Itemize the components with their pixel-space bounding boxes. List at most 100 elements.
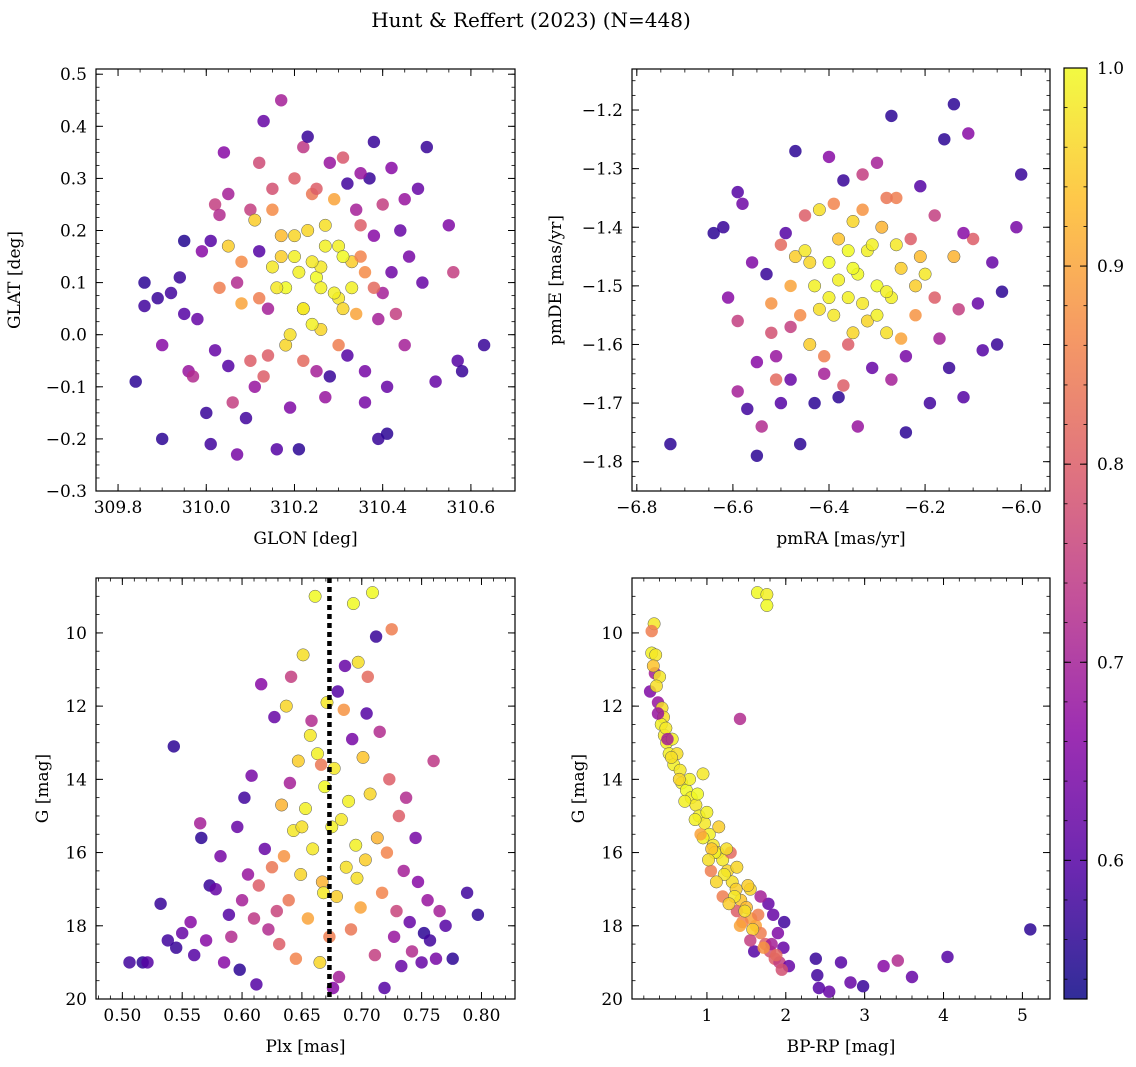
data-point: [315, 875, 329, 889]
data-point: [294, 868, 308, 881]
data-point: [779, 226, 792, 240]
data-point: [856, 296, 870, 310]
data-point: [664, 437, 677, 451]
data-point: [336, 250, 350, 264]
data-point: [295, 820, 309, 834]
data-point: [380, 846, 394, 859]
data-point: [221, 239, 235, 253]
data-point: [208, 198, 222, 211]
y-axis-label: GLAT [deg]: [5, 231, 25, 329]
data-point: [856, 168, 869, 181]
data-point: [178, 307, 191, 321]
data-point: [305, 255, 319, 269]
y-tick-label-12: 12: [601, 697, 623, 717]
data-point: [757, 941, 770, 954]
data-point: [297, 354, 310, 367]
data-point: [313, 955, 327, 969]
data-point: [416, 276, 429, 289]
y-tick-label-0-4: 0.4: [60, 117, 87, 137]
data-point: [341, 177, 354, 190]
data-point: [385, 623, 398, 636]
data-point: [191, 312, 204, 326]
x-tick-label-0-75: 0.75: [403, 1006, 441, 1026]
x-tick-label-5: 5: [1017, 1006, 1028, 1026]
data-point: [394, 224, 407, 237]
data-point: [342, 794, 356, 808]
data-point: [1010, 221, 1023, 234]
data-point: [709, 875, 723, 889]
data-point: [317, 886, 330, 900]
data-point: [731, 314, 744, 328]
data-point: [217, 146, 231, 159]
data-point: [354, 901, 367, 914]
data-point: [217, 956, 231, 969]
data-point: [351, 655, 365, 669]
data-point: [822, 150, 836, 164]
data-point: [154, 897, 167, 910]
data-point: [247, 912, 261, 925]
data-point: [248, 380, 261, 393]
data-point: [380, 380, 394, 393]
data-point: [311, 747, 324, 761]
proper-motion-panel: −6.8 −6.6 −6.4 −6.2 −6.0 −1.8 −1.7 −1.6 −1.5 −1.4…: [546, 68, 1051, 549]
data-point: [368, 948, 382, 962]
data-point: [156, 338, 169, 352]
data-point: [331, 685, 344, 698]
data-point: [798, 244, 812, 258]
data-point: [832, 273, 846, 287]
data-point: [350, 203, 363, 216]
data-point: [332, 970, 346, 984]
data-point: [721, 291, 735, 304]
data-point: [798, 209, 812, 222]
data-point: [275, 798, 289, 812]
data-point: [323, 156, 336, 169]
data-point: [678, 794, 692, 808]
data-point: [356, 750, 370, 764]
data-point: [720, 842, 734, 856]
data-point: [375, 886, 389, 899]
data-point: [957, 391, 970, 404]
data-point: [691, 787, 704, 801]
data-point: [265, 861, 279, 874]
data-point: [231, 820, 244, 834]
data-point: [700, 805, 714, 819]
data-point: [841, 244, 855, 258]
data-point: [811, 969, 824, 982]
data-point: [730, 860, 744, 874]
data-point: [319, 391, 332, 404]
data-point: [346, 597, 360, 611]
data-point: [239, 411, 253, 425]
data-point: [755, 420, 768, 433]
data-point: [803, 255, 817, 269]
data-point: [284, 670, 298, 683]
data-point: [899, 350, 913, 363]
data-point: [170, 941, 183, 954]
data-point: [769, 350, 783, 363]
axis-ticks: [632, 577, 1050, 1000]
data-point: [748, 945, 761, 958]
data-point: [794, 437, 807, 451]
data-point: [266, 203, 279, 216]
y-axis-label: G [mag]: [569, 754, 589, 823]
data-point: [760, 599, 774, 612]
data-point: [905, 970, 919, 984]
scatter-points: [664, 98, 1028, 462]
data-point: [173, 271, 186, 284]
data-point: [184, 915, 197, 929]
data-point: [274, 250, 288, 264]
data-point: [704, 864, 718, 878]
colorbar: 0.6 0.7 0.8 0.9 1.0: [1063, 59, 1124, 1000]
data-point: [818, 350, 831, 363]
scatter-points: [129, 94, 491, 461]
data-point: [141, 956, 154, 969]
data-point: [360, 707, 373, 720]
data-point: [336, 151, 350, 164]
data-point: [702, 853, 715, 867]
y-tick-label-14: 14: [601, 770, 623, 790]
data-point: [270, 281, 284, 295]
colorbar-tick-label-1-0: 1.0: [1097, 59, 1124, 79]
data-point: [328, 193, 341, 206]
data-point: [846, 261, 860, 275]
data-point: [156, 432, 169, 446]
data-point: [339, 860, 353, 874]
